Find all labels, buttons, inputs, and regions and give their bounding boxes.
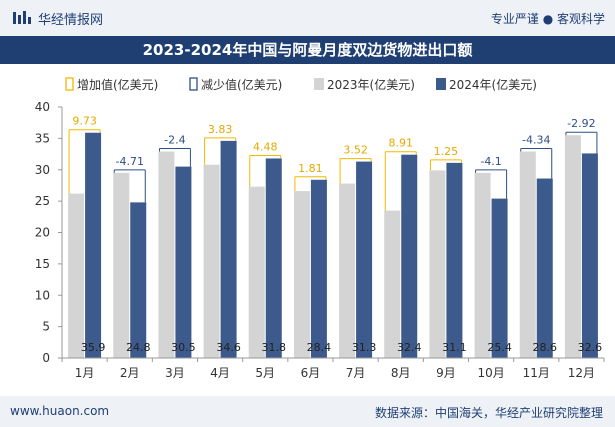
bar-2024: [85, 132, 102, 358]
y-tick-label: 35: [35, 131, 50, 145]
bar-2024: [130, 202, 147, 358]
change-label: 1.81: [298, 162, 323, 175]
bar-2023: [564, 135, 581, 358]
y-tick-label: 20: [35, 226, 50, 240]
footer-source: 数据来源：中国海关，华经产业研究院整理: [374, 406, 603, 420]
logo-icon: [13, 11, 31, 24]
y-tick-label: 5: [42, 320, 50, 334]
value-label-2024: 30.5: [171, 341, 196, 354]
bar-2024: [310, 179, 327, 358]
bar-2023: [519, 151, 536, 358]
bar-2024: [581, 153, 598, 358]
x-tick-label: 8月: [391, 366, 411, 380]
legend-label: 2024年(亿美元): [449, 77, 537, 92]
value-label-2024: 34.6: [216, 341, 241, 354]
value-label-2024: 24.8: [126, 341, 151, 354]
bar-2023: [113, 172, 130, 358]
legend-swatch: [189, 77, 198, 91]
chart-title: 2023-2024年中国与阿曼月度双边货物进出口额: [0, 36, 615, 64]
bar-2024: [356, 161, 373, 358]
change-label: -4.71: [116, 155, 144, 168]
value-label-2024: 35.9: [81, 341, 106, 354]
bar-2023: [339, 183, 356, 358]
value-label-2024: 32.4: [397, 341, 422, 354]
x-tick-label: 11月: [523, 366, 550, 380]
bar-2023: [429, 170, 446, 358]
y-tick-label: 15: [35, 257, 50, 271]
x-tick-label: 12月: [568, 366, 595, 380]
change-label: 8.91: [389, 137, 414, 150]
change-label: 1.25: [434, 145, 459, 158]
legend-swatch: [65, 77, 74, 91]
change-label: 9.73: [72, 115, 97, 128]
x-tick-label: 2月: [120, 366, 140, 380]
value-label-2024: 31.3: [352, 341, 377, 354]
bar-2023: [384, 210, 401, 358]
legend-label: 减少值(亿美元): [201, 77, 282, 92]
x-tick-label: 3月: [165, 366, 185, 380]
brand-name: 华经情报网: [38, 12, 104, 28]
value-label-2024: 28.4: [307, 341, 332, 354]
legend-swatch: [436, 78, 446, 90]
legend-swatch: [314, 78, 324, 90]
y-tick-label: 0: [42, 351, 50, 365]
change-label: -2.4: [164, 134, 185, 147]
bar-2023: [293, 191, 310, 358]
bar-2023: [474, 172, 491, 358]
bar-2024: [401, 154, 418, 358]
footer: www.huaon.com 数据来源：中国海关，华经产业研究院整理: [0, 396, 615, 427]
bar-2023: [158, 151, 175, 358]
footer-url[interactable]: www.huaon.com: [10, 404, 110, 418]
x-tick-label: 6月: [301, 366, 321, 380]
change-label: 3.83: [208, 123, 233, 136]
x-tick-label: 5月: [255, 366, 275, 380]
change-label: -2.92: [567, 117, 595, 130]
x-tick-label: 4月: [210, 366, 230, 380]
bar-2024: [446, 162, 463, 358]
y-tick-label: 40: [35, 100, 50, 114]
bar-2023: [248, 186, 265, 358]
change-label: 3.52: [343, 144, 368, 157]
chart: 增加值(亿美元) 减少值(亿美元) 2023年(亿美元) 2024年(亿美元) 0 5 10…: [35, 77, 605, 380]
x-tick-label: 7月: [346, 366, 366, 380]
y-tick-label: 30: [35, 163, 50, 177]
bar-2023: [68, 193, 85, 358]
bar-2023: [203, 164, 220, 358]
brand[interactable]: 华经情报网: [12, 9, 104, 28]
bar-2024: [536, 178, 553, 358]
bar-2024: [265, 158, 282, 358]
value-label-2024: 31.1: [442, 341, 467, 354]
y-tick-label: 10: [35, 288, 50, 302]
change-label: 4.48: [253, 140, 278, 153]
y-tick-label: 25: [35, 194, 50, 208]
value-label-2024: 31.8: [262, 341, 287, 354]
bar-2024: [175, 166, 192, 358]
legend-label: 2023年(亿美元): [327, 77, 415, 92]
bar-2024: [220, 140, 237, 358]
x-tick-label: 10月: [477, 366, 504, 380]
change-label: -4.1: [480, 155, 501, 168]
value-label-2024: 28.6: [533, 341, 558, 354]
change-label: -4.34: [522, 134, 550, 147]
legend-label: 增加值(亿美元): [77, 77, 158, 92]
x-tick-label: 9月: [436, 366, 456, 380]
x-tick-label: 1月: [75, 366, 95, 380]
top-bar: 华经情报网 专业严谨 ● 客观科学: [0, 0, 615, 36]
tagline: 专业严谨 ● 客观科学: [490, 12, 605, 26]
value-label-2024: 32.6: [578, 341, 603, 354]
value-label-2024: 25.4: [487, 341, 512, 354]
bar-2024: [491, 198, 508, 358]
